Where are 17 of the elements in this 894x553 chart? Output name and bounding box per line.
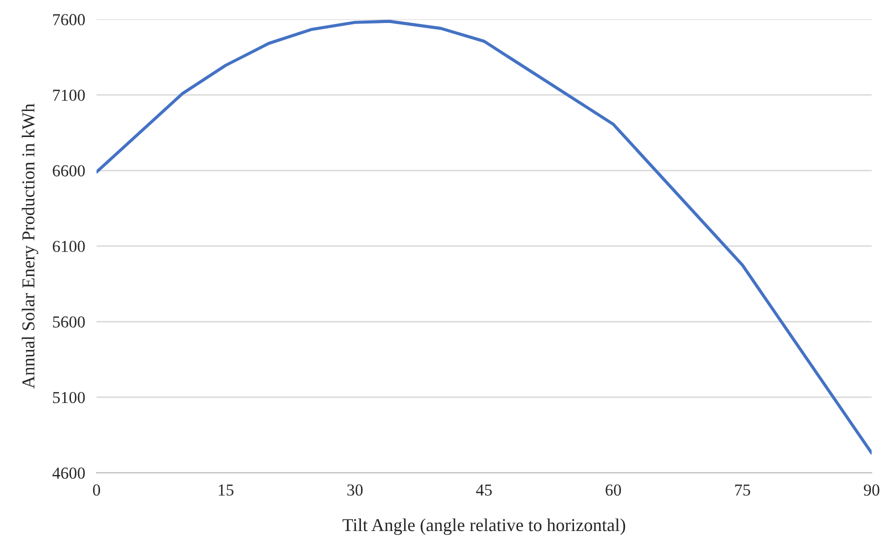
x-tick-label: 60 [606,484,621,496]
y-tick-label: 5600 [53,316,85,328]
x-tick-label: 45 [476,484,492,496]
y-axis-title: Annual Solar Enery Production in kWh [22,104,38,389]
x-tick-label: 30 [347,484,363,496]
y-tick-label: 6100 [52,240,85,252]
x-tick-label: 75 [735,484,750,496]
line-series [96,20,872,455]
x-axis-title: Tilt Angle (angle relative to horizontal) [342,518,626,535]
x-tick-label: 90 [864,484,880,496]
y-tick-label: 7600 [53,14,85,26]
y-tick-label: 4600 [52,468,85,479]
y-tick-label: 5100 [53,392,85,404]
x-tick-label: 0 [93,484,100,496]
y-tick-label: 7100 [53,90,85,101]
x-tick-label: 15 [218,484,234,496]
y-tick-label: 6600 [52,165,85,176]
